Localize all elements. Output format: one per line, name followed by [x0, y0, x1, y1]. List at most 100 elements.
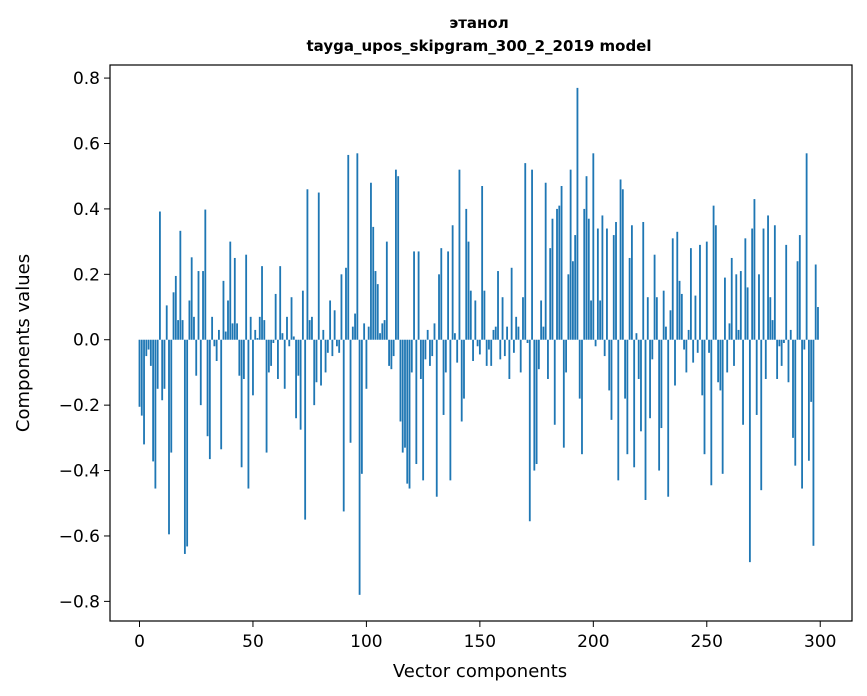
- bar: [798, 235, 801, 340]
- bar: [694, 295, 697, 340]
- bar: [710, 339, 713, 486]
- bar: [320, 339, 322, 386]
- bar: [522, 297, 524, 340]
- bar: [376, 284, 379, 340]
- bar: [340, 274, 343, 340]
- bar: [764, 339, 767, 379]
- bar: [728, 323, 731, 340]
- bar: [149, 339, 152, 366]
- bar: [447, 251, 450, 340]
- bar: [519, 339, 522, 373]
- bar: [252, 339, 254, 396]
- bar: [395, 169, 397, 340]
- bar: [338, 339, 341, 353]
- bar: [696, 339, 699, 353]
- bar: [603, 339, 606, 357]
- bar: [206, 339, 209, 437]
- bar: [449, 339, 452, 481]
- bar: [218, 329, 220, 340]
- bar: [463, 339, 465, 399]
- bar: [708, 339, 710, 353]
- bar: [649, 339, 651, 419]
- bar: [526, 339, 529, 343]
- y-tick-label: −0.6: [59, 527, 100, 547]
- bar: [780, 339, 783, 366]
- bar: [161, 339, 164, 401]
- bar: [667, 339, 670, 497]
- bar: [147, 339, 150, 350]
- bar: [367, 326, 370, 340]
- bar: [224, 331, 227, 340]
- x-tick-label: 200: [577, 632, 609, 652]
- bar: [433, 323, 436, 340]
- bar: [760, 339, 763, 491]
- bar: [762, 228, 765, 340]
- bar: [512, 339, 515, 353]
- y-tick-label: 0.2: [73, 265, 100, 285]
- bar: [562, 339, 565, 448]
- bar: [190, 257, 193, 340]
- bar: [628, 257, 631, 340]
- bar: [488, 339, 490, 350]
- bar: [705, 241, 708, 340]
- bar: [220, 339, 223, 450]
- bar: [424, 339, 427, 360]
- bar: [594, 339, 597, 347]
- bar: [524, 163, 527, 340]
- bar: [211, 316, 214, 340]
- bar: [817, 307, 819, 340]
- bar: [277, 339, 279, 379]
- bar: [317, 192, 320, 340]
- bar: [714, 225, 717, 340]
- bar: [812, 339, 815, 546]
- bar: [297, 339, 300, 376]
- bar: [442, 339, 445, 415]
- x-tick-label: 250: [691, 632, 723, 652]
- bar: [456, 339, 459, 363]
- bar: [174, 275, 177, 340]
- bar: [183, 339, 186, 554]
- bar: [265, 339, 268, 453]
- bar: [431, 339, 434, 357]
- bar: [247, 339, 250, 489]
- bar: [551, 218, 554, 340]
- bar: [558, 205, 561, 340]
- bar: [370, 182, 372, 340]
- bar: [662, 290, 665, 340]
- bar: [776, 339, 779, 379]
- bar: [687, 329, 690, 340]
- bar: [744, 238, 747, 340]
- bar: [801, 339, 803, 489]
- bar: [651, 339, 654, 360]
- bar: [242, 339, 245, 379]
- bar: [177, 320, 179, 340]
- bar: [515, 316, 518, 340]
- bar: [360, 339, 363, 474]
- bar: [624, 339, 626, 399]
- bar: [676, 231, 679, 340]
- x-axis-ticks: 0 50 100 150 200 250 300: [134, 621, 836, 652]
- bar: [619, 179, 622, 340]
- bar: [363, 323, 366, 340]
- bar: [329, 300, 332, 340]
- bar: [490, 339, 493, 366]
- bar: [313, 339, 316, 406]
- bar: [301, 290, 304, 340]
- bar: [254, 329, 257, 340]
- x-tick-label: 0: [134, 632, 145, 652]
- y-axis-label: Components values: [13, 254, 34, 432]
- bar: [172, 292, 175, 340]
- bar: [281, 333, 284, 340]
- bar: [655, 297, 658, 340]
- bar: [331, 339, 334, 357]
- bar: [556, 208, 558, 340]
- bar: [469, 290, 472, 340]
- bar: [810, 339, 813, 402]
- bar: [263, 320, 266, 340]
- bar: [336, 339, 338, 347]
- bar: [138, 339, 141, 407]
- bar: [372, 226, 375, 340]
- bar: [751, 228, 754, 340]
- bar: [503, 339, 506, 357]
- bar: [222, 280, 225, 340]
